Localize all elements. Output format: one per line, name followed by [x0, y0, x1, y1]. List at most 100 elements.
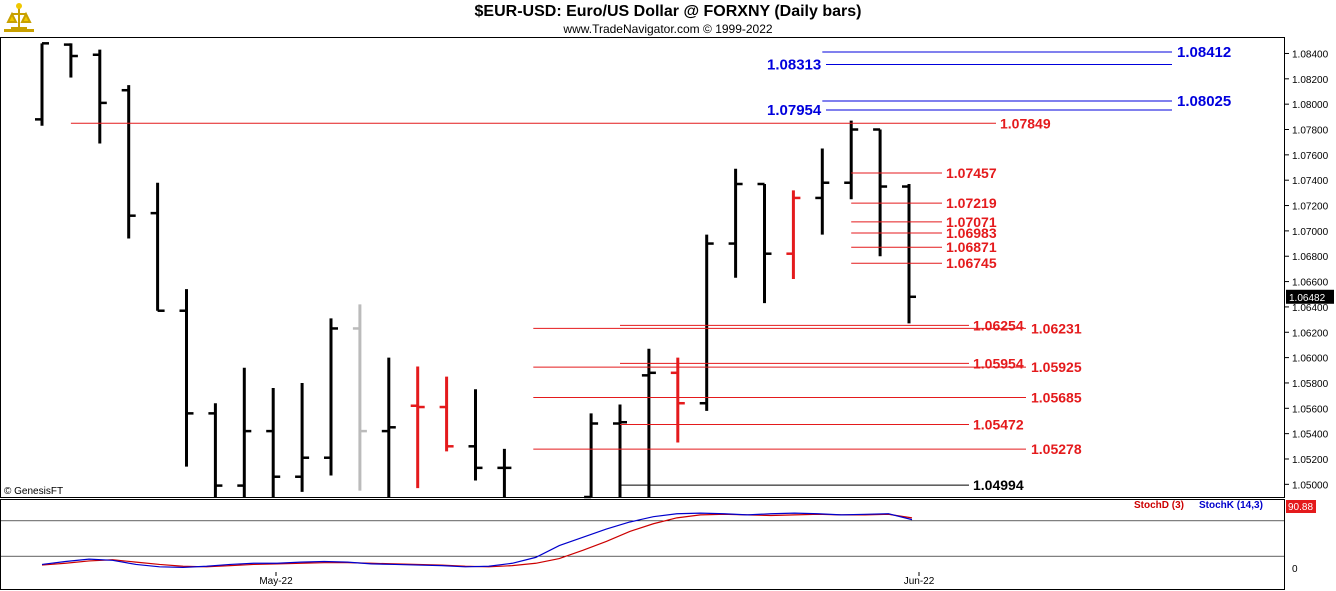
ohlc-bar	[815, 148, 830, 235]
ohlc-bar	[699, 234, 714, 411]
ohlc-bar	[266, 388, 281, 497]
stochastic-legend-label: StochD (3)	[1134, 500, 1184, 511]
y-tick-label: 1.05600	[1292, 404, 1329, 415]
price-axis: 1.08400 1.08200 1.08000 1.07800 1.07600 1.074…	[1284, 49, 1334, 491]
ohlc-bar	[324, 318, 338, 476]
price-level: 1.05278	[533, 441, 1082, 457]
price-level: 1.06983	[851, 225, 997, 241]
copyright-notice: © GenesisFT	[4, 486, 64, 497]
price-level-label: 1.05954	[973, 355, 1024, 371]
y-tick-label: 1.08400	[1292, 49, 1329, 60]
price-level: 1.08025	[822, 93, 1231, 110]
ohlc-bar	[902, 183, 916, 324]
price-level-label: 1.07457	[946, 165, 997, 181]
price-level: 1.06254	[620, 317, 1024, 333]
x-tick-label: Jun-22	[904, 576, 935, 587]
last-price-marker	[1286, 289, 1334, 304]
stochastic-last-value-label: 90.88	[1288, 502, 1313, 513]
y-tick-label: 1.07800	[1292, 126, 1329, 137]
price-level-label: 1.04994	[973, 477, 1024, 493]
price-level-label: 1.06871	[946, 239, 997, 255]
chart-title: $EUR-USD: Euro/US Dollar @ FORXNY (Daily…	[474, 3, 862, 20]
chart-subtitle: www.TradeNavigator.com © 1999-2022	[563, 22, 773, 36]
ohlc-bar	[295, 382, 310, 492]
price-level: 1.07071	[851, 214, 997, 230]
price-level: 1.07954	[767, 102, 1172, 119]
ohlc-bar	[439, 376, 454, 452]
ohlc-bar	[381, 357, 396, 497]
chart-header	[0, 0, 1336, 37]
price-level-label: 1.08313	[767, 56, 821, 73]
price-level: 1.08412	[822, 44, 1231, 61]
y-tick-label: 1.08200	[1292, 75, 1329, 86]
y-tick-label: 1.06000	[1292, 354, 1329, 365]
ohlc-bar	[613, 404, 627, 497]
ohlc-bar	[121, 85, 136, 239]
price-level-label: 1.05685	[1031, 390, 1082, 406]
stochastic-panel-frame	[0, 499, 1285, 590]
price-level: 1.05925	[533, 359, 1082, 375]
price-level: 1.06745	[851, 255, 997, 271]
price-level: 1.04994	[620, 477, 1024, 493]
price-level: 1.06871	[851, 239, 997, 255]
price-level: 1.06231	[533, 320, 1082, 336]
ohlc-bar	[728, 168, 743, 278]
y-tick-label: 1.07600	[1292, 151, 1329, 162]
y-tick-label: 1.06800	[1292, 252, 1329, 263]
y-tick-label: 1.05000	[1292, 480, 1329, 491]
ohlc-bar	[179, 289, 194, 467]
trade-navigator-logo-icon	[4, 3, 34, 32]
ohlc-bar	[150, 182, 165, 312]
price-level-label: 1.06231	[1031, 320, 1082, 336]
price-level-label: 1.08412	[1177, 44, 1231, 61]
y-tick-label: 1.07000	[1292, 227, 1329, 238]
y-tick-label: 1.05800	[1292, 379, 1329, 390]
y-tick-label: 1.06400	[1292, 303, 1329, 314]
stochastic-panel: StochD (3) StochK (14,3) 0 90.88	[0, 499, 1316, 590]
price-level: 1.05685	[533, 390, 1082, 406]
y-tick-label: 1.05400	[1292, 430, 1329, 441]
stochastic-tick-label: 0	[1292, 564, 1298, 575]
ohlc-bar	[584, 413, 599, 499]
y-tick-label: 1.05200	[1292, 455, 1329, 466]
price-level: 1.07457	[851, 165, 997, 181]
stochastic-last-value-marker	[1286, 500, 1316, 513]
ohlc-bar	[208, 403, 223, 497]
price-level-label: 1.07219	[946, 195, 997, 211]
y-tick-label: 1.06600	[1292, 278, 1329, 289]
ohlc-bar	[237, 367, 252, 497]
ohlc-bar	[92, 49, 107, 144]
ohlc-bar	[63, 43, 78, 78]
price-level-label: 1.07954	[767, 102, 822, 119]
price-level-label: 1.05278	[1031, 441, 1082, 457]
price-panel: 1.08412 1.08313 1.08025 1.07954 1.07849 1.074…	[0, 37, 1285, 499]
y-tick-label: 1.07400	[1292, 176, 1329, 187]
y-tick-label: 1.08000	[1292, 100, 1329, 111]
price-level: 1.08313	[767, 56, 1172, 73]
price-level-label: 1.05925	[1031, 359, 1082, 375]
price-panel-frame	[0, 37, 1285, 498]
stochastic-line	[41, 512, 913, 569]
last-price-label: 1.06482	[1289, 293, 1326, 304]
price-level-label: 1.06983	[946, 225, 997, 241]
price-level-label: 1.06745	[946, 255, 997, 271]
price-level-label: 1.07071	[946, 214, 997, 230]
ohlc-bar	[641, 348, 656, 497]
ohlc-bar	[468, 389, 483, 481]
date-axis: May-22 Jun-22	[259, 572, 935, 587]
price-level-label: 1.05472	[973, 417, 1024, 433]
price-level: 1.05472	[620, 417, 1024, 433]
y-tick-label: 1.07200	[1292, 202, 1329, 213]
price-level-label: 1.07849	[1000, 115, 1051, 131]
ohlc-bar	[352, 304, 367, 491]
ohlc-bar	[873, 128, 888, 257]
stochastic-legend-label: StochK (14,3)	[1199, 500, 1263, 511]
ohlc-bar	[35, 42, 49, 126]
ohlc-bar	[844, 120, 859, 200]
price-level: 1.07849	[70, 115, 1051, 131]
y-tick-label: 1.06200	[1292, 328, 1329, 339]
ohlc-bar	[670, 357, 685, 443]
ohlc-bar	[497, 448, 512, 497]
price-level-label: 1.06254	[973, 317, 1024, 333]
